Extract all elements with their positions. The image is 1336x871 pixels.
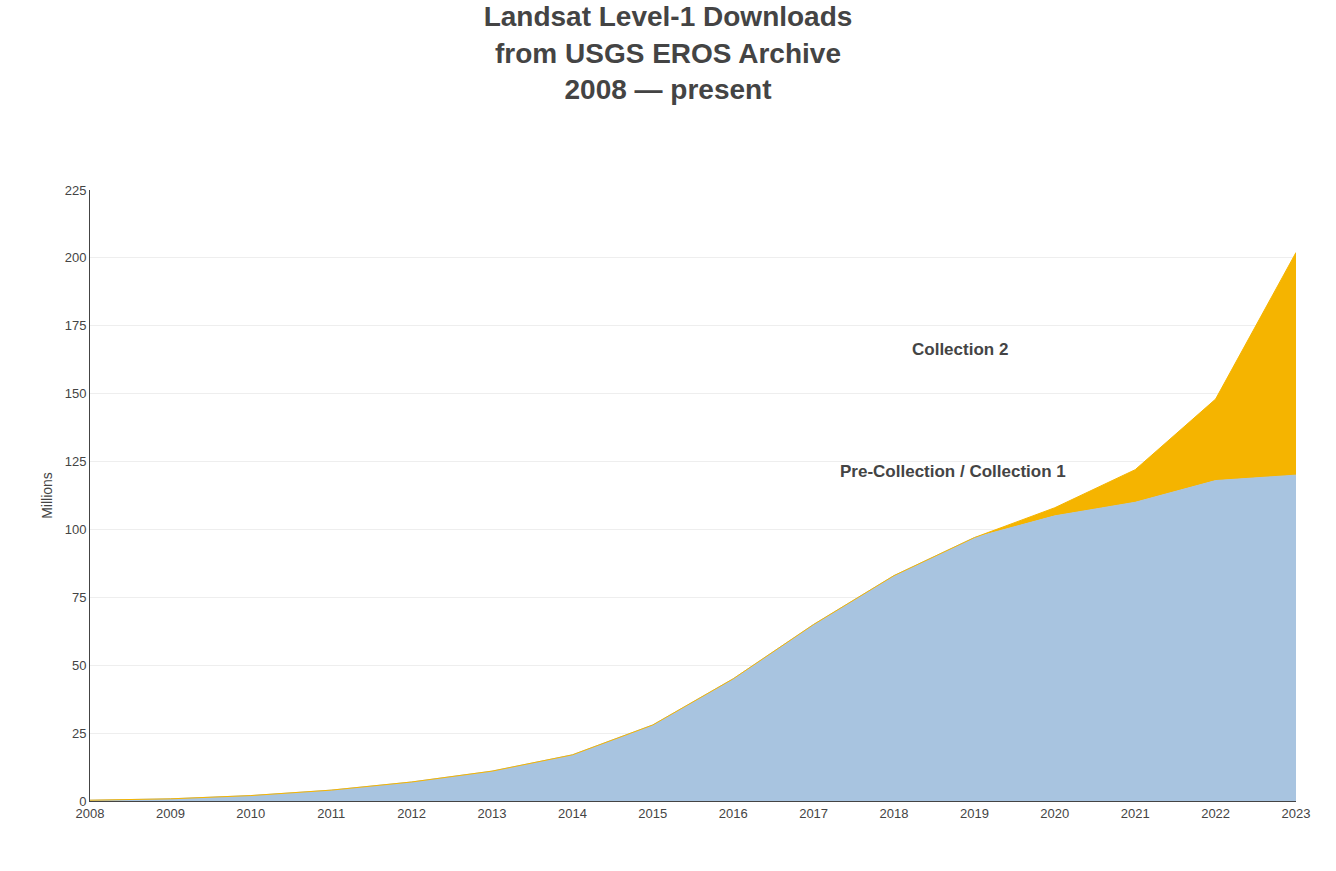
- svg-text:2009: 2009: [156, 806, 185, 821]
- svg-text:Collection 2: Collection 2: [912, 340, 1008, 359]
- svg-text:2015: 2015: [638, 806, 667, 821]
- svg-text:2021: 2021: [1121, 806, 1150, 821]
- svg-text:2011: 2011: [317, 806, 345, 821]
- svg-text:175: 175: [65, 318, 87, 333]
- svg-text:225: 225: [65, 183, 87, 198]
- svg-text:Pre-Collection / Collection 1: Pre-Collection / Collection 1: [840, 462, 1066, 481]
- svg-text:2008: 2008: [76, 806, 105, 821]
- svg-text:2016: 2016: [719, 806, 748, 821]
- svg-text:2014: 2014: [558, 806, 587, 821]
- svg-text:2017: 2017: [799, 806, 828, 821]
- svg-text:Millions: Millions: [39, 472, 55, 519]
- svg-text:2019: 2019: [960, 806, 989, 821]
- svg-text:0: 0: [79, 794, 86, 809]
- svg-text:125: 125: [65, 454, 87, 469]
- svg-text:200: 200: [65, 250, 87, 265]
- svg-text:100: 100: [65, 522, 87, 537]
- svg-text:25: 25: [72, 726, 86, 741]
- svg-text:2020: 2020: [1040, 806, 1069, 821]
- svg-text:2012: 2012: [397, 806, 426, 821]
- svg-text:2018: 2018: [880, 806, 909, 821]
- svg-text:Landsat Level-1 Downloadsfrom: Landsat Level-1 Downloadsfrom USGS EROS …: [484, 1, 853, 105]
- svg-text:150: 150: [65, 386, 87, 401]
- svg-text:75: 75: [72, 590, 86, 605]
- svg-text:2022: 2022: [1201, 806, 1230, 821]
- svg-text:2023: 2023: [1282, 806, 1311, 821]
- svg-text:50: 50: [72, 658, 86, 673]
- svg-text:2013: 2013: [478, 806, 507, 821]
- svg-text:2010: 2010: [236, 806, 265, 821]
